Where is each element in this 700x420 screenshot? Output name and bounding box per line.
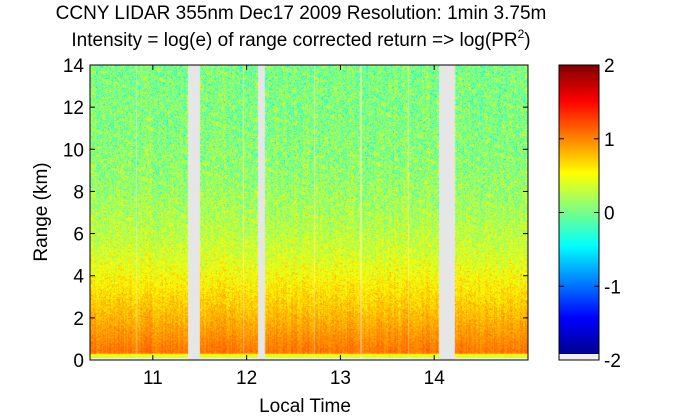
heatmap-canvas (90, 65, 528, 360)
colorbar: -2 -1 0 1 2 (558, 56, 621, 372)
x-tick-label: 11 (143, 368, 163, 389)
y-axis-label: Range (km) (31, 162, 52, 261)
y-tick-label: 4 (73, 267, 84, 288)
x-tick-label: 12 (236, 368, 257, 389)
chart-title-line2-suffix: ) (524, 30, 530, 51)
y-tick-label: 14 (63, 56, 85, 77)
colorbar-ticks: -2 -1 0 1 2 (559, 56, 621, 372)
colorbar-tick-label: -2 (604, 351, 621, 372)
colorbar-below-min (559, 354, 599, 360)
plot-frame (89, 64, 529, 361)
y-tick-label: 12 (63, 98, 84, 119)
colorbar-gradient (559, 65, 599, 354)
x-tick-label: 13 (330, 368, 351, 389)
y-axis-ticks: 0 2 4 6 8 10 12 14 (63, 56, 528, 372)
y-tick-label: 0 (73, 351, 84, 372)
y-tick-label: 10 (63, 140, 84, 161)
y-tick-label: 2 (73, 309, 84, 330)
colorbar-tick-label: 0 (604, 204, 615, 225)
y-tick-label: 8 (73, 182, 84, 203)
chart-title-line1: CCNY LIDAR 355nm Dec17 2009 Resolution: … (56, 3, 547, 24)
chart-title-line2-prefix: Intensity = log(e) of range corrected re… (71, 30, 517, 51)
colorbar-tick-label: 2 (604, 56, 615, 77)
colorbar-tick-label: -1 (604, 277, 621, 298)
chart-title-line2: Intensity = log(e) of range corrected re… (71, 27, 530, 51)
y-tick-label: 6 (73, 225, 84, 246)
colorbar-tick-label: 1 (604, 130, 615, 151)
x-tick-label: 14 (424, 368, 446, 389)
heatmap-plot-area (89, 64, 529, 361)
x-axis-ticks: 11 12 13 14 (143, 65, 445, 389)
chart-title-line2-superscript: 2 (518, 27, 525, 41)
x-axis-label: Local Time (259, 396, 351, 417)
